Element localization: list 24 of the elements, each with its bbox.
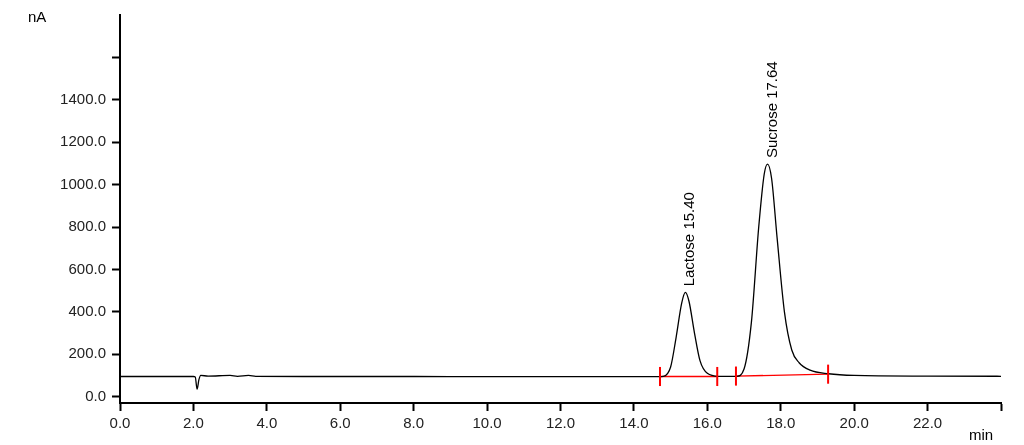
x-tick-label: 18.0 [766, 414, 796, 432]
y-tick-label: 1200.0 [60, 132, 106, 150]
x-tick-label: 16.0 [692, 414, 722, 432]
x-tick-label: 0.0 [109, 414, 131, 432]
annotation: Lactose 15.40 [680, 192, 698, 287]
y-tick-label: 200.0 [68, 344, 106, 362]
x-tick-label: 2.0 [182, 414, 204, 432]
y-tick-label: 1000.0 [60, 174, 106, 192]
x-tick-label: 4.0 [256, 414, 278, 432]
x-tick-label: 14.0 [619, 414, 649, 432]
x-axis-title: min [968, 425, 994, 443]
x-tick-label: 10.0 [472, 414, 502, 432]
x-tick-label: 12.0 [545, 414, 576, 432]
x-tick-label: 8.0 [403, 414, 425, 432]
x-tick-label: 20.0 [839, 414, 869, 432]
y-tick-label: 0.0 [85, 386, 106, 404]
annotation: Sucrose 17.64 [762, 61, 780, 159]
x-tick-label: 22.0 [912, 414, 943, 432]
x-tick-label: 6.0 [329, 414, 351, 432]
y-tick-label: 600.0 [68, 259, 106, 277]
y-tick-label: 1400.0 [60, 89, 106, 107]
y-tick-label: 400.0 [68, 301, 106, 319]
y-tick-label: 800.0 [68, 217, 106, 235]
y-axis-title: nA [28, 7, 47, 25]
